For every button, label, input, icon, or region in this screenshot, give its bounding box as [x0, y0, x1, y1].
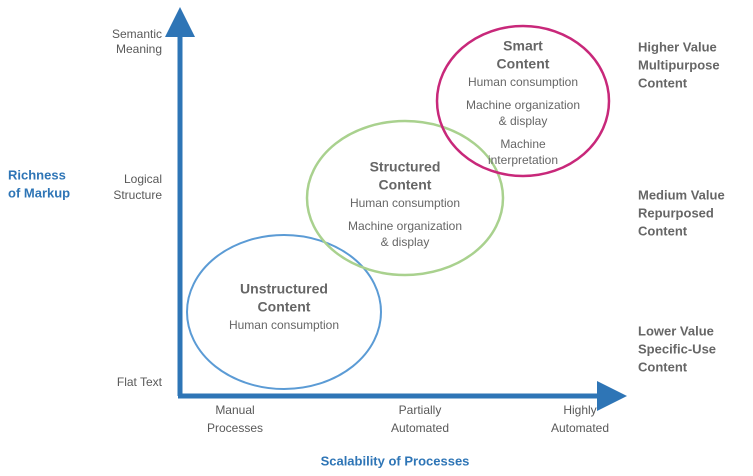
axis-level: Meaning [116, 42, 162, 56]
node-title: Content [497, 56, 550, 72]
node-title: Smart [503, 38, 543, 54]
axis-title: Richness [8, 167, 66, 182]
node-item: & display [499, 114, 548, 128]
node-item: Human consumption [468, 75, 578, 89]
node-item: interpretation [488, 153, 558, 167]
node-item: Machine organization [348, 219, 462, 233]
value-label: Specific-Use [638, 341, 716, 356]
axis-level: Semantic [112, 27, 162, 41]
node-title: Content [379, 177, 432, 193]
value-label: Higher Value [638, 39, 717, 54]
axis-level: Processes [207, 421, 263, 435]
node-item: Machine [500, 137, 546, 151]
value-label: Lower Value [638, 323, 714, 338]
axis-level: Logical [124, 172, 162, 186]
node-title: Content [258, 299, 311, 315]
axis-level: Automated [391, 421, 449, 435]
value-label: Content [638, 223, 688, 238]
node-item: Machine organization [466, 98, 580, 112]
node-item: Human consumption [229, 318, 339, 332]
value-label: Content [638, 75, 688, 90]
axis-level: Manual [215, 403, 254, 417]
node-circle [305, 119, 505, 277]
node-title: Structured [370, 159, 441, 175]
node-circle [435, 24, 611, 178]
axis-level: Highly [563, 403, 596, 417]
node-item: & display [381, 235, 430, 249]
axis-title: of Markup [8, 185, 70, 200]
value-label: Multipurpose [638, 57, 720, 72]
node-title: Unstructured [240, 281, 328, 297]
node-circle [186, 234, 382, 390]
axis-level: Automated [551, 421, 609, 435]
node-item: Human consumption [350, 196, 460, 210]
axis-title: Scalability of Processes [321, 453, 470, 468]
axis-level: Flat Text [117, 375, 163, 389]
value-label: Content [638, 359, 688, 374]
axis-level: Structure [113, 188, 162, 202]
value-label: Repurposed [638, 205, 714, 220]
value-label: Medium Value [638, 187, 725, 202]
axis-level: Partially [399, 403, 442, 417]
